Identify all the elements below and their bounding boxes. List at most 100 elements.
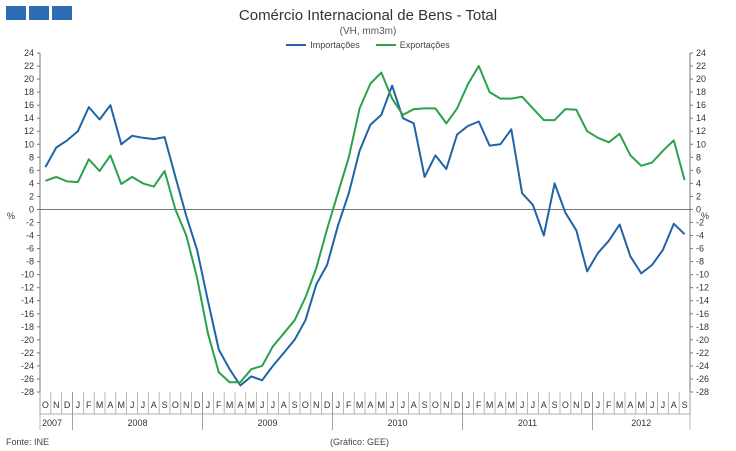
logo-block-2 xyxy=(29,6,49,20)
year-label: 2008 xyxy=(127,418,147,428)
x-tick-label: N xyxy=(443,400,450,410)
x-tick-label: J xyxy=(596,400,601,410)
y-tick-label-left: -18 xyxy=(21,322,34,332)
x-tick-label: A xyxy=(367,400,373,410)
x-tick-label: N xyxy=(53,400,60,410)
y-tick-label-right: 0 xyxy=(696,204,701,214)
x-tick-label: M xyxy=(356,400,364,410)
x-tick-label: O xyxy=(302,400,309,410)
y-tick-label-right: -20 xyxy=(696,335,709,345)
x-tick-label: A xyxy=(107,400,113,410)
x-tick-label: A xyxy=(541,400,547,410)
x-tick-label: A xyxy=(281,400,287,410)
year-label: 2007 xyxy=(42,418,62,428)
y-tick-label-left: 20 xyxy=(24,74,34,84)
year-label: 2010 xyxy=(387,418,407,428)
y-tick-label-right: 4 xyxy=(696,178,701,188)
x-tick-label: S xyxy=(552,400,558,410)
year-label: 2009 xyxy=(257,418,277,428)
y-tick-label-left: 16 xyxy=(24,100,34,110)
x-tick-label: N xyxy=(313,400,320,410)
y-tick-label-left: 4 xyxy=(29,178,34,188)
x-tick-label: A xyxy=(497,400,503,410)
y-tick-label-right: -8 xyxy=(696,257,704,267)
y-tick-label-right: 8 xyxy=(696,152,701,162)
x-tick-label: F xyxy=(476,400,482,410)
y-tick-label-left: -8 xyxy=(26,257,34,267)
series-line-imports xyxy=(44,84,686,387)
y-tick-label-right: -18 xyxy=(696,322,709,332)
x-tick-label: J xyxy=(141,400,146,410)
y-tick-label-left: -4 xyxy=(26,231,34,241)
y-tick-label-left: 22 xyxy=(24,61,34,71)
y-tick-label-left: 2 xyxy=(29,191,34,201)
x-tick-label: M xyxy=(378,400,386,410)
chart-subtitle: (VH, mm3m) xyxy=(339,26,397,37)
y-tick-label-left: -10 xyxy=(21,270,34,280)
y-tick-label-right: -24 xyxy=(696,361,709,371)
x-tick-label: M xyxy=(508,400,516,410)
y-tick-label-right: 20 xyxy=(696,74,706,84)
y-tick-label-right: 16 xyxy=(696,100,706,110)
x-tick-label: J xyxy=(260,400,265,410)
y-tick-label-left: -26 xyxy=(21,374,34,384)
source-note: Fonte: INE xyxy=(6,437,50,447)
x-tick-label: A xyxy=(411,400,417,410)
y-tick-label-left: -20 xyxy=(21,335,34,345)
x-tick-label: D xyxy=(584,400,591,410)
x-tick-label: J xyxy=(531,400,536,410)
y-tick-label-left: 6 xyxy=(29,165,34,175)
y-tick-label-left: 14 xyxy=(24,113,34,123)
y-tick-label-left: 24 xyxy=(24,48,34,58)
x-tick-label: O xyxy=(172,400,179,410)
legend-item-imports: Importações xyxy=(286,40,360,50)
y-tick-label-right: -22 xyxy=(696,348,709,358)
y-tick-label-left: -14 xyxy=(21,296,34,306)
chart-legend: Importações Exportações xyxy=(0,40,736,50)
y-tick-label-right: -4 xyxy=(696,231,704,241)
y-tick-label-left: 12 xyxy=(24,126,34,136)
x-tick-label: J xyxy=(520,400,525,410)
legend-swatch-exports xyxy=(375,44,396,46)
legend-label-exports: Exportações xyxy=(399,40,450,50)
y-tick-label-left: -22 xyxy=(21,348,34,358)
x-tick-label: M xyxy=(638,400,646,410)
y-tick-label-right: -10 xyxy=(696,270,709,280)
x-tick-label: N xyxy=(573,400,580,410)
x-tick-label: J xyxy=(650,400,655,410)
year-label: 2011 xyxy=(518,418,537,428)
y-axis-unit-left: % xyxy=(7,211,15,221)
y-tick-label-left: -24 xyxy=(21,361,34,371)
logo-block-1 xyxy=(6,6,26,20)
x-tick-label: S xyxy=(682,400,688,410)
y-tick-label-right: 6 xyxy=(696,165,701,175)
series-line-exports xyxy=(45,65,686,384)
x-tick-label: D xyxy=(64,400,71,410)
year-label: 2012 xyxy=(631,418,651,428)
y-tick-label-right: 14 xyxy=(696,113,706,123)
y-tick-label-left: -2 xyxy=(26,218,34,228)
x-tick-label: D xyxy=(454,400,461,410)
x-tick-label: M xyxy=(226,400,234,410)
x-tick-label: J xyxy=(466,400,471,410)
x-tick-label: F xyxy=(606,400,612,410)
y-tick-label-right: 2 xyxy=(696,191,701,201)
x-tick-label: J xyxy=(206,400,211,410)
x-tick-label: J xyxy=(271,400,276,410)
y-tick-label-right: -6 xyxy=(696,244,704,254)
x-tick-label: O xyxy=(562,400,569,410)
logo xyxy=(6,6,72,20)
x-tick-label: A xyxy=(671,400,677,410)
x-tick-label: M xyxy=(96,400,104,410)
y-tick-label-left: 8 xyxy=(29,152,34,162)
x-tick-label: O xyxy=(42,400,49,410)
y-tick-label-left: -6 xyxy=(26,244,34,254)
y-tick-label-left: -16 xyxy=(21,309,34,319)
x-tick-label: D xyxy=(324,400,331,410)
x-tick-label: F xyxy=(216,400,222,410)
x-tick-label: F xyxy=(346,400,352,410)
x-tick-label: J xyxy=(76,400,81,410)
x-tick-label: M xyxy=(248,400,256,410)
x-tick-label: S xyxy=(162,400,168,410)
x-tick-label: M xyxy=(118,400,126,410)
